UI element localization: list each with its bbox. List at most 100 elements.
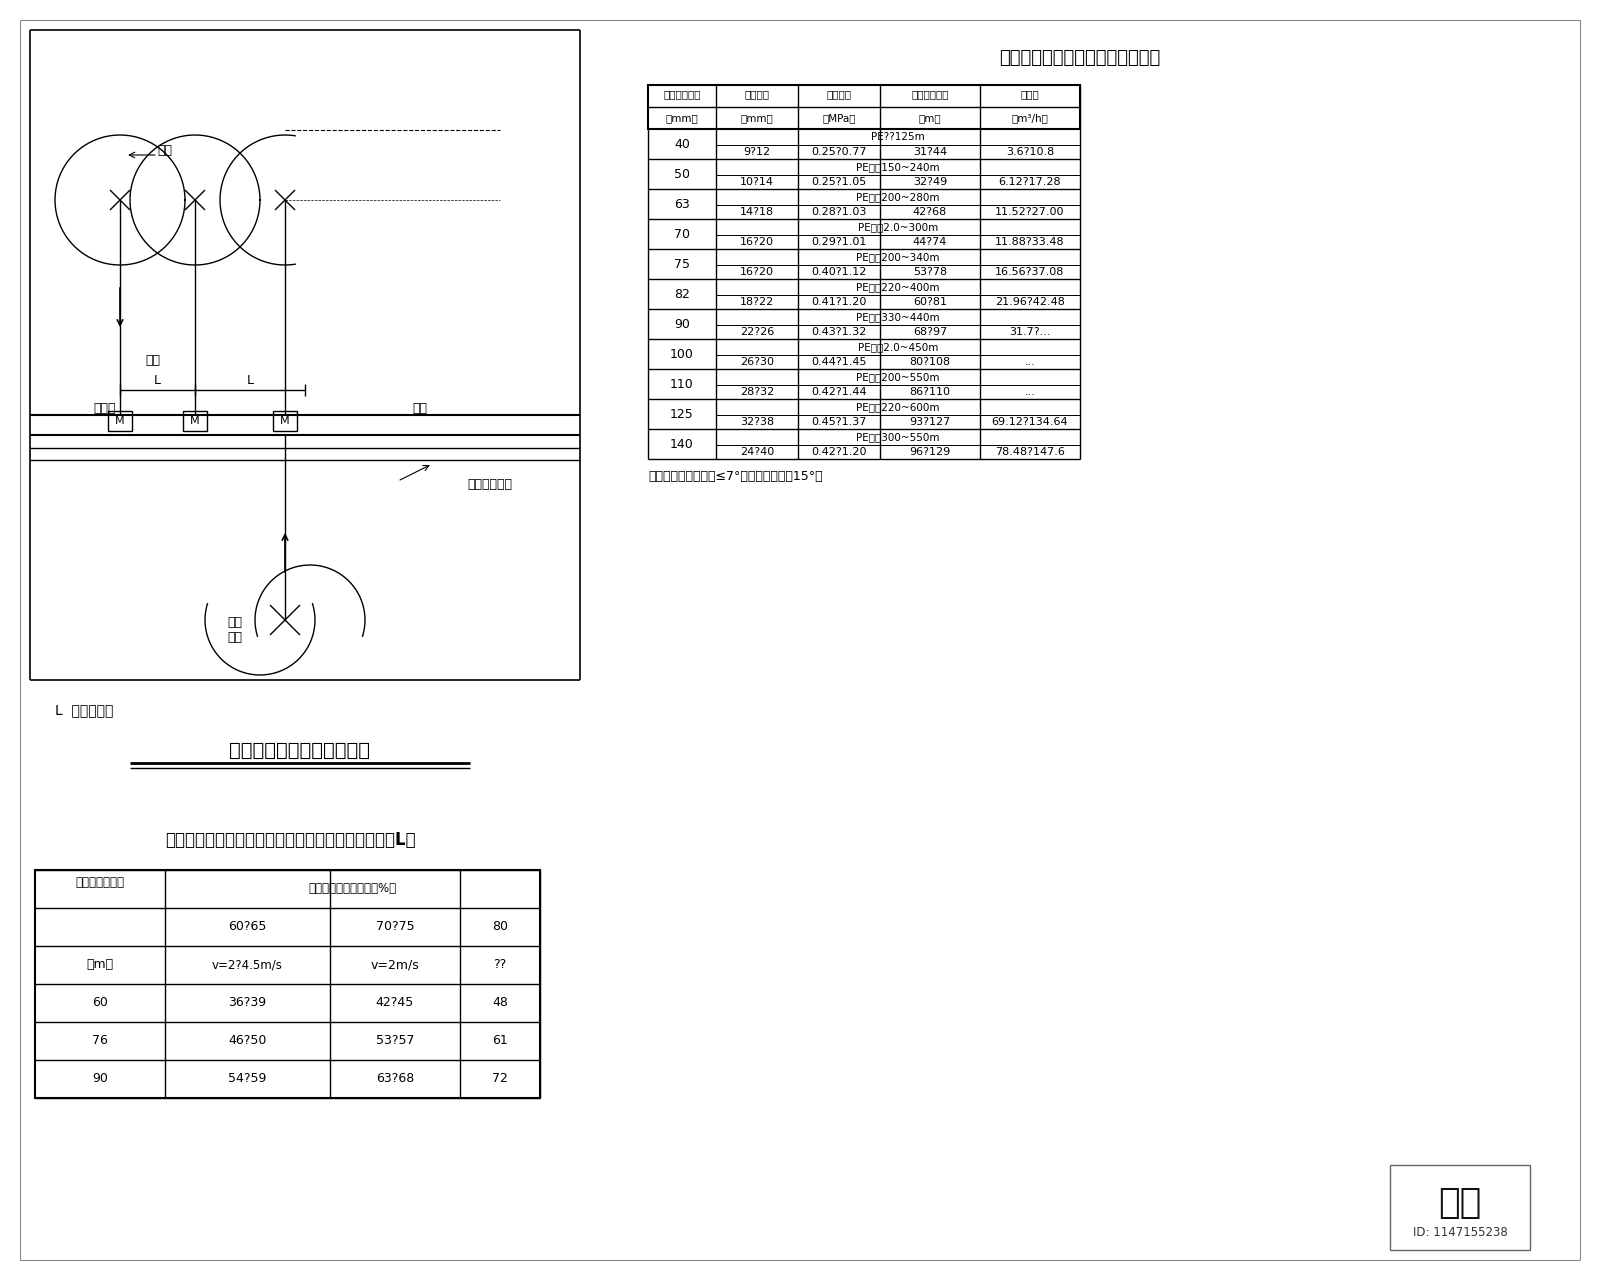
Text: 63: 63 [674,197,690,210]
Text: PE管长200~340m: PE管长200~340m [856,252,939,262]
Text: v=2?4.5m/s: v=2?4.5m/s [213,959,283,972]
Text: 14?18: 14?18 [739,207,774,218]
Text: 90: 90 [93,1073,107,1085]
Text: PE管长2.0~450m: PE管长2.0~450m [858,342,938,352]
Text: 96?129: 96?129 [909,447,950,457]
Text: （m）: （m） [86,959,114,972]
Text: PE管长2.0~300m: PE管长2.0~300m [858,221,938,232]
Text: 72: 72 [493,1073,507,1085]
Text: 31?44: 31?44 [914,147,947,157]
Text: 喷水量: 喷水量 [1021,88,1040,99]
Text: 36?39: 36?39 [229,997,267,1010]
Text: 10?14: 10?14 [739,177,774,187]
Bar [109,411,131,431]
Text: 18?22: 18?22 [739,297,774,307]
Text: L: L [154,374,162,387]
Text: 湿润圆周直径百分数（%）: 湿润圆周直径百分数（%） [309,882,397,896]
Text: 90: 90 [674,317,690,330]
Text: 0.44?1.45: 0.44?1.45 [811,357,867,367]
Text: 绞盘机: 绞盘机 [94,402,117,415]
Text: （MPa）: （MPa） [822,113,856,123]
Text: 31.7?...: 31.7?... [1010,326,1051,337]
Text: 知末: 知末 [1438,1187,1482,1220]
Text: 28?32: 28?32 [739,387,774,397]
Text: M: M [190,416,200,426]
Text: 绞盘式喷灌机组山间布置图: 绞盘式喷灌机组山间布置图 [229,741,371,759]
Text: 54?59: 54?59 [229,1073,267,1085]
Text: ...: ... [1024,387,1035,397]
Text: 绞盘式喷灌机（单喷头车）参数表: 绞盘式喷灌机（单喷头车）参数表 [1000,49,1160,67]
Text: PE??125m: PE??125m [870,132,925,142]
Text: PE管长200~280m: PE管长200~280m [856,192,939,202]
Text: 100: 100 [670,347,694,361]
Text: 0.29?1.01: 0.29?1.01 [811,237,867,247]
Text: 喷头: 喷头 [157,143,173,156]
Text: PE管长330~440m: PE管长330~440m [856,312,939,323]
Text: 21.96?42.48: 21.96?42.48 [995,297,1066,307]
Text: 78.48?147.6: 78.48?147.6 [995,447,1066,457]
Text: 70?75: 70?75 [376,920,414,933]
Text: 适用条件：地形坡度≤7°，最大不能超过15°。: 适用条件：地形坡度≤7°，最大不能超过15°。 [648,471,822,484]
Text: 42?45: 42?45 [376,997,414,1010]
Text: 0.40?1.12: 0.40?1.12 [811,268,867,276]
Text: 0.42?1.44: 0.42?1.44 [811,387,867,397]
Text: 入机压力: 入机压力 [827,88,851,99]
Text: 0.28?1.03: 0.28?1.03 [811,207,867,218]
Text: 46?50: 46?50 [229,1034,267,1047]
Bar [35,870,541,1098]
Text: 125: 125 [670,407,694,421]
Text: v=2m/s: v=2m/s [371,959,419,972]
Text: 有效喷洒幅宽: 有效喷洒幅宽 [912,88,949,99]
Text: 不同喷洒湿润圆直径与风速条件下建议行喷线间距（L）: 不同喷洒湿润圆直径与风速条件下建议行喷线间距（L） [165,831,416,849]
Text: 喷头直径: 喷头直径 [744,88,770,99]
Text: M: M [280,416,290,426]
Text: ...: ... [1024,357,1035,367]
Text: 22?26: 22?26 [739,326,774,337]
Text: 0.45?1.37: 0.45?1.37 [811,417,867,428]
Text: 63?68: 63?68 [376,1073,414,1085]
Text: （mm）: （mm） [741,113,773,123]
Text: 75: 75 [674,257,690,270]
Text: 53?57: 53?57 [376,1034,414,1047]
Text: 60: 60 [93,997,107,1010]
Text: 76: 76 [93,1034,107,1047]
Text: 湿润
边界: 湿润 边界 [227,616,243,644]
Text: 69.12?134.64: 69.12?134.64 [992,417,1069,428]
Bar [1390,1165,1530,1251]
Text: 供水泵（管）: 供水泵（管） [467,479,512,492]
Text: PE管长200~550m: PE管长200~550m [856,372,939,381]
Text: 0.25?0.77: 0.25?0.77 [811,147,867,157]
Text: 80: 80 [493,920,509,933]
Text: （mm）: （mm） [666,113,698,123]
Text: M: M [115,416,125,426]
Text: （m）: （m） [918,113,941,123]
Text: 16?20: 16?20 [739,268,774,276]
Text: 32?38: 32?38 [739,417,774,428]
Text: PE管长300~550m: PE管长300~550m [856,431,939,442]
Text: 44?74: 44?74 [914,237,947,247]
Text: 32?49: 32?49 [914,177,947,187]
Text: ID: 1147155238: ID: 1147155238 [1413,1226,1507,1239]
Text: 40: 40 [674,137,690,151]
Text: 3.6?10.8: 3.6?10.8 [1006,147,1054,157]
Text: 60?81: 60?81 [914,297,947,307]
Text: 16.56?37.08: 16.56?37.08 [995,268,1064,276]
Text: 50: 50 [674,168,690,180]
Text: 0.43?1.32: 0.43?1.32 [811,326,867,337]
Text: ??: ?? [493,959,507,972]
Text: 53?78: 53?78 [914,268,947,276]
Text: 0.25?1.05: 0.25?1.05 [811,177,867,187]
Text: 60?65: 60?65 [229,920,267,933]
Bar [274,411,298,431]
Text: 68?97: 68?97 [914,326,947,337]
Text: 26?30: 26?30 [739,357,774,367]
Text: 0.41?1.20: 0.41?1.20 [811,297,867,307]
Text: PE管长150~240m: PE管长150~240m [856,163,939,172]
Text: 11.88?33.48: 11.88?33.48 [995,237,1066,247]
Text: PE管长220~400m: PE管长220~400m [856,282,939,292]
Text: 9?12: 9?12 [744,147,771,157]
Text: L: L [246,374,253,387]
Text: 110: 110 [670,378,694,390]
Text: 0.42?1.20: 0.42?1.20 [811,447,867,457]
Text: PE管长220~600m: PE管长220~600m [856,402,939,412]
